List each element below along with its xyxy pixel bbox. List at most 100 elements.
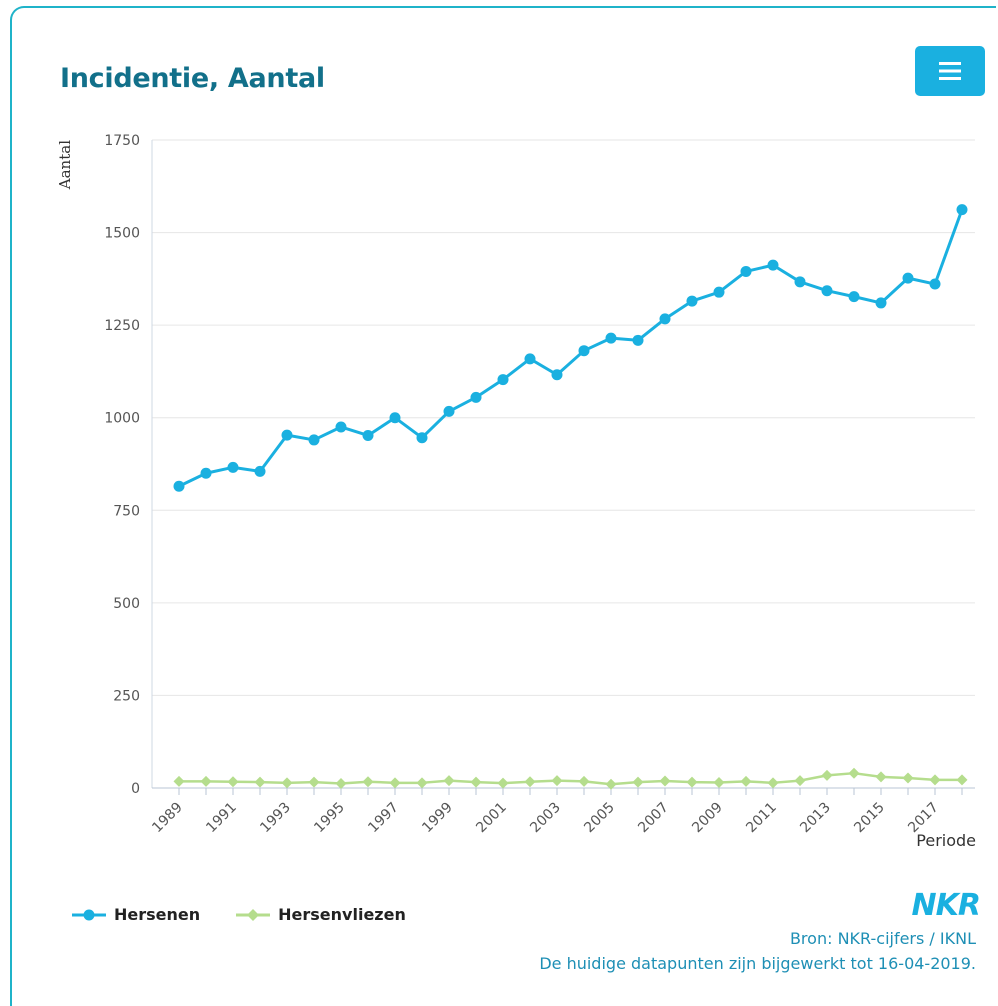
- x-tick-label: 1995: [311, 800, 348, 837]
- x-tick-label: 2011: [743, 800, 780, 837]
- data-point: [362, 429, 374, 441]
- y-tick-label: 250: [113, 688, 140, 704]
- data-point: [605, 778, 617, 790]
- y-axis-title: Aantal: [56, 140, 74, 190]
- data-point: [713, 776, 725, 788]
- data-point: [470, 391, 482, 403]
- x-axis-title: Periode: [916, 831, 976, 850]
- data-point: [443, 405, 455, 417]
- x-tick-label: 1989: [149, 800, 186, 837]
- legend-marker-hersenen: [72, 909, 106, 920]
- y-tick-label: 750: [113, 503, 140, 519]
- x-tick-label: 1993: [257, 800, 294, 837]
- x-tick-label: 2013: [797, 800, 834, 837]
- y-tick-label: 1500: [104, 226, 140, 242]
- y-tick-label: 0: [131, 781, 140, 797]
- x-tick-label: 2005: [581, 800, 618, 837]
- x-tick-label: 2003: [527, 800, 564, 837]
- data-point: [443, 775, 455, 787]
- data-point: [956, 774, 968, 786]
- data-point: [254, 465, 266, 477]
- source-text: Bron: NKR-cijfers / IKNL: [789, 929, 976, 948]
- menu-button[interactable]: [915, 46, 985, 96]
- data-point: [956, 204, 968, 216]
- data-point: [173, 775, 185, 787]
- data-point: [281, 429, 293, 441]
- data-point: [875, 297, 887, 309]
- data-point: [605, 332, 617, 344]
- data-point: [551, 369, 563, 381]
- data-point: [686, 295, 698, 307]
- data-point: [659, 775, 671, 787]
- data-point: [740, 775, 752, 787]
- data-point: [470, 776, 482, 788]
- x-tick-label: 2001: [473, 800, 510, 837]
- data-point: [416, 432, 428, 444]
- x-tick-label: 2015: [851, 800, 888, 837]
- chart-title: Incidentie, Aantal: [60, 63, 325, 94]
- updated-text: De huidige datapunten zijn bijgewerkt to…: [539, 954, 976, 973]
- data-point: [200, 775, 212, 787]
- data-point: [632, 776, 644, 788]
- data-point: [578, 345, 590, 357]
- y-tick-label: 1000: [104, 411, 140, 427]
- legend-label-hersenvliezen: Hersenvliezen: [278, 905, 406, 924]
- legend-item-hersenen[interactable]: Hersenen: [72, 905, 200, 924]
- data-point: [227, 461, 239, 473]
- data-point: [875, 771, 887, 783]
- data-point: [578, 775, 590, 787]
- data-point: [740, 265, 752, 277]
- x-tick-label: 1997: [365, 800, 402, 837]
- series-line-hersenvliezen: [179, 771, 962, 786]
- data-point: [227, 776, 239, 788]
- nkr-logo: NKR: [911, 888, 981, 923]
- data-point: [821, 285, 833, 297]
- chart-card: [10, 6, 996, 1006]
- data-point: [308, 434, 320, 446]
- data-point: [524, 776, 536, 788]
- legend-marker-hersenvliezen: [236, 908, 271, 921]
- data-point: [335, 778, 347, 790]
- data-point: [929, 278, 941, 290]
- data-point: [173, 480, 185, 492]
- y-tick-label: 1250: [104, 318, 140, 334]
- data-point: [929, 774, 941, 786]
- data-point: [767, 259, 779, 271]
- data-point: [551, 775, 563, 787]
- x-tick-label: 1999: [419, 800, 456, 837]
- data-point: [821, 769, 833, 781]
- data-point: [389, 412, 401, 424]
- x-tick-label: 2007: [635, 800, 672, 837]
- legend: Hersenen Hersenvliezen: [72, 905, 406, 924]
- data-point: [848, 291, 860, 303]
- data-point: [848, 767, 860, 779]
- data-point: [362, 776, 374, 788]
- data-point: [794, 775, 806, 787]
- data-point: [767, 777, 779, 789]
- y-tick-label: 500: [113, 596, 140, 612]
- data-point: [902, 772, 914, 784]
- series-line-hersenen: [178, 209, 964, 488]
- x-tick-label: 1991: [203, 800, 240, 837]
- data-point: [902, 272, 914, 284]
- data-point: [200, 467, 212, 479]
- data-point: [416, 777, 428, 789]
- data-point: [524, 353, 536, 365]
- line-chart: 0 250 500 750 1000 1250 1500 1750 1989 1991 1993 19…: [56, 133, 976, 850]
- data-point: [686, 776, 698, 788]
- data-point: [794, 276, 806, 288]
- x-tick-label: 2009: [689, 800, 726, 837]
- legend-item-hersenvliezen[interactable]: Hersenvliezen: [236, 905, 406, 924]
- data-point: [632, 334, 644, 346]
- data-point: [497, 374, 509, 386]
- data-point: [281, 777, 293, 789]
- legend-label-hersenen: Hersenen: [114, 905, 201, 924]
- data-point: [335, 421, 347, 433]
- data-point: [308, 776, 320, 788]
- hamburger-menu-icon: [939, 62, 961, 80]
- data-point: [254, 776, 266, 788]
- data-point: [389, 777, 401, 789]
- data-point: [713, 286, 725, 298]
- data-point: [497, 777, 509, 789]
- data-point: [659, 313, 671, 325]
